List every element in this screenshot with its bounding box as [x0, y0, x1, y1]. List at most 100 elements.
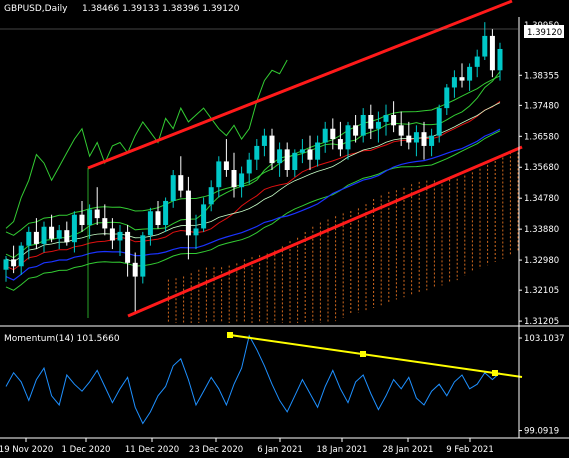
candle-body: [444, 87, 450, 109]
candle-body: [330, 128, 336, 140]
candle-body: [421, 132, 427, 146]
candle-body: [223, 161, 229, 170]
candle-body: [94, 209, 100, 219]
date-tick-label: 11 Dec 2020: [125, 445, 179, 455]
candle-body: [41, 226, 47, 244]
candle-body: [117, 231, 123, 241]
candle-body: [193, 228, 199, 236]
price-tick-label: 1.31205: [524, 317, 559, 327]
candle-body: [163, 200, 169, 226]
date-tick-label: 28 Jan 2021: [383, 445, 434, 455]
candle-body: [375, 121, 381, 129]
candle-body: [436, 108, 442, 136]
candle-body: [299, 149, 305, 153]
candle-body: [467, 66, 473, 81]
candle-body: [451, 77, 457, 88]
candle-body: [125, 231, 131, 263]
candle-body: [406, 135, 412, 143]
candle-body: [383, 114, 389, 122]
candle-body: [185, 190, 191, 236]
price-tick-label: 1.36580: [524, 132, 559, 142]
price-tick-label: 1.37480: [524, 101, 559, 111]
date-tick-label: 6 Jan 2021: [257, 445, 303, 455]
candle-body: [284, 149, 290, 170]
candlesticks[interactable]: [3, 22, 503, 315]
candle-body: [102, 218, 108, 229]
candle-body: [170, 175, 176, 201]
candle-body: [368, 114, 374, 129]
candle-body: [353, 125, 359, 136]
candle-body: [79, 214, 85, 226]
candle-body: [208, 187, 214, 205]
price-tick-label: 1.34780: [524, 194, 559, 204]
candle-body: [87, 209, 93, 226]
candle-body: [56, 230, 62, 239]
trendline-anchor: [227, 332, 233, 338]
candle-body: [322, 128, 328, 143]
candle-body: [497, 48, 503, 71]
candle-body: [147, 211, 153, 236]
candle-body: [64, 230, 70, 243]
candle-body: [109, 228, 115, 241]
candle-body: [269, 135, 275, 164]
price-tick-label: 1.35680: [524, 163, 559, 173]
candle-body: [337, 139, 343, 150]
ichimoku-cloud: [167, 148, 519, 323]
trendline-anchor: [360, 351, 366, 357]
candle-body: [71, 214, 77, 243]
candle-body: [360, 114, 366, 136]
candle-body: [459, 77, 465, 81]
date-tick-label: 23 Dec 2020: [189, 445, 243, 455]
price-tick-label: 1.32105: [524, 286, 559, 296]
momentum-indicator: [5, 332, 523, 425]
candle-body: [474, 56, 480, 67]
candle-body: [140, 235, 146, 277]
date-tick-label: 1 Dec 2020: [62, 445, 111, 455]
current-price-label: 1.39120: [527, 28, 562, 38]
lagging-span: [5, 59, 288, 229]
candle-body: [178, 175, 184, 191]
candle-body: [277, 149, 283, 164]
date-tick-label: 9 Feb 2021: [446, 445, 494, 455]
momentum-trendline: [229, 334, 523, 378]
candle-body: [3, 259, 9, 270]
candle-body: [26, 231, 32, 246]
date-tick-label: 18 Jan 2021: [317, 445, 368, 455]
candle-body: [155, 211, 161, 226]
candle-body: [11, 259, 17, 267]
ohlc-values: 1.38466 1.39133 1.38396 1.39120: [82, 4, 240, 14]
current-price-tag: [524, 25, 564, 38]
momentum-tick-label: 103.1037: [524, 334, 565, 344]
trendline-anchor: [492, 370, 498, 376]
candle-body: [239, 173, 245, 188]
candle-body: [49, 226, 55, 239]
symbol-label: GBPUSD,Daily: [4, 4, 68, 14]
candle-body: [315, 142, 321, 160]
candle-body: [254, 145, 260, 160]
candle-body: [246, 159, 252, 174]
candle-body: [307, 149, 313, 160]
candle-body: [391, 114, 397, 126]
candle-body: [398, 125, 404, 136]
candle-body: [231, 170, 237, 188]
candle-body: [201, 204, 207, 229]
candle-body: [216, 161, 222, 188]
channel-lower-line: [127, 145, 523, 318]
candle-body: [261, 135, 267, 146]
candle-body: [413, 132, 419, 143]
candle-body: [292, 152, 298, 170]
candle-body: [33, 231, 39, 244]
candle-body: [18, 245, 24, 267]
candle-body: [345, 125, 351, 150]
price-tick-label: 1.38355: [524, 71, 559, 81]
momentum-tick-label: 99.0919: [524, 427, 559, 437]
date-tick-label: 19 Nov 2020: [0, 445, 53, 455]
candle-body: [429, 135, 435, 146]
candle-body: [482, 35, 488, 57]
axes: 1.399501.383551.374801.365801.356801.347…: [0, 17, 569, 455]
momentum-line: [5, 334, 501, 425]
momentum-label: Momentum(14) 101.5660: [4, 334, 120, 344]
candle-body: [132, 262, 138, 277]
